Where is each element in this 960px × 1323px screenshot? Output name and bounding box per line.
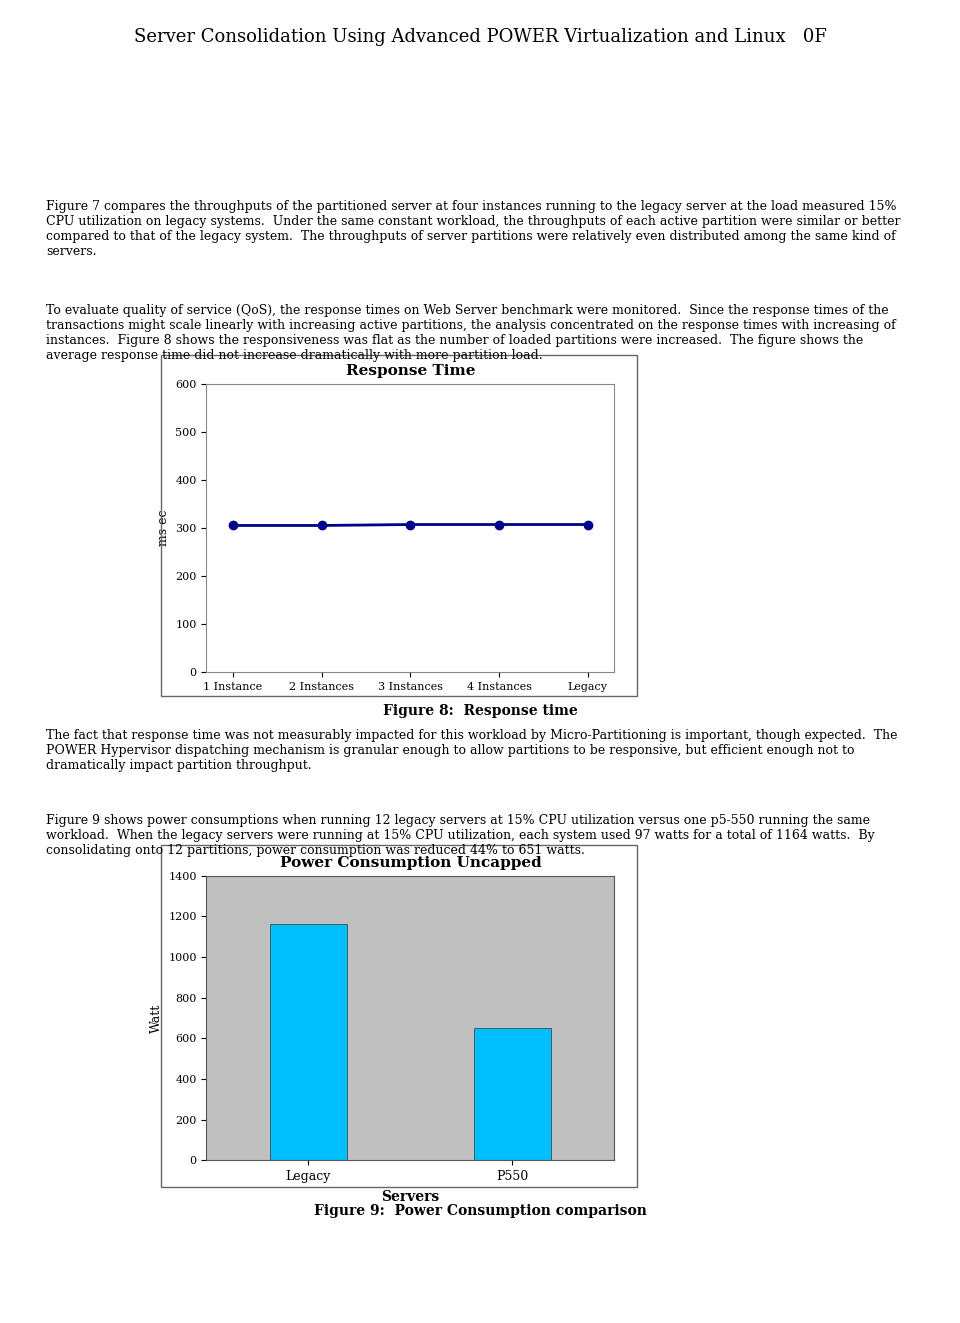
Text: To evaluate quality of service (QoS), the response times on Web Server benchmark: To evaluate quality of service (QoS), th… <box>46 304 896 363</box>
Text: Figure 9 shows power consumptions when running 12 legacy servers at 15% CPU util: Figure 9 shows power consumptions when r… <box>46 814 875 857</box>
Text: Figure 8:  Response time: Figure 8: Response time <box>383 704 577 718</box>
X-axis label: Servers: Servers <box>381 1189 440 1204</box>
Title: Response Time: Response Time <box>346 364 475 378</box>
Text: Figure 9:  Power Consumption comparison: Figure 9: Power Consumption comparison <box>314 1204 646 1218</box>
Text: Figure 7 compares the throughputs of the partitioned server at four instances ru: Figure 7 compares the throughputs of the… <box>46 200 900 258</box>
Text: Server Consolidation Using Advanced POWER Virtualization and Linux   0F: Server Consolidation Using Advanced POWE… <box>133 28 827 46</box>
Text: The fact that response time was not measurably impacted for this workload by Mic: The fact that response time was not meas… <box>46 729 898 773</box>
Y-axis label: ms ec: ms ec <box>156 509 170 546</box>
Title: Power Consumption Uncapped: Power Consumption Uncapped <box>279 856 541 871</box>
Y-axis label: Watt: Watt <box>150 1003 162 1033</box>
Bar <box>270 923 348 1160</box>
Bar <box>473 1028 551 1160</box>
